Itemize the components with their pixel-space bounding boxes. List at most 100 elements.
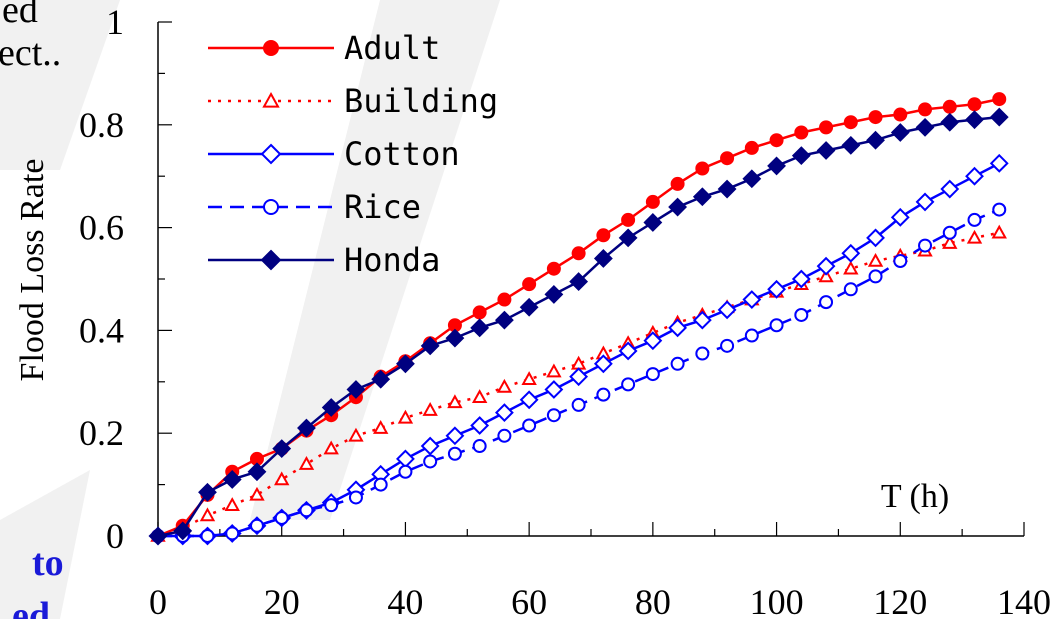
legend-label-adult: Adult <box>344 29 440 67</box>
data-point-cotton <box>866 228 885 248</box>
x-tick-label: 100 <box>750 582 804 619</box>
data-point-honda <box>396 354 415 374</box>
data-point-honda <box>321 398 341 417</box>
data-point-honda <box>692 187 712 207</box>
data-point-building <box>447 394 463 409</box>
legend-item-building: Building <box>208 82 498 120</box>
data-point-adult <box>967 97 982 112</box>
data-point-adult <box>918 102 933 117</box>
data-point-adult <box>497 292 512 307</box>
data-point-adult <box>720 151 735 166</box>
data-point-cotton <box>841 243 861 263</box>
data-point-building <box>843 260 859 275</box>
data-point-honda <box>915 117 935 137</box>
data-point-honda <box>816 141 836 160</box>
data-point-cotton <box>940 179 960 199</box>
data-point-rice <box>744 328 759 343</box>
y-tick-label: 0.8 <box>79 105 124 145</box>
x-tick-label: 20 <box>264 582 300 619</box>
data-point-cotton <box>965 166 984 186</box>
data-point-building <box>867 252 884 267</box>
y-tick-labels: 0 0.2 0.4 0.6 0.8 1 <box>79 2 124 556</box>
data-point-honda <box>890 123 910 142</box>
data-point-adult <box>843 115 858 130</box>
data-point-rice <box>893 254 908 269</box>
data-point-honda <box>470 318 490 338</box>
legend-item-adult: Adult <box>208 29 440 67</box>
x-tick-labels: 0 20 40 60 80 100 120 140 <box>149 582 1051 619</box>
data-point-rice <box>249 518 264 533</box>
x-axis-title: T (h) <box>881 478 949 515</box>
legend-marker-honda <box>260 249 282 271</box>
fragment-top-left-1: ed <box>2 0 38 31</box>
data-point-honda <box>791 146 811 166</box>
data-point-adult <box>744 140 759 155</box>
data-point-cotton <box>692 310 712 330</box>
series-honda <box>148 107 1009 546</box>
data-point-building <box>521 371 537 386</box>
y-tick-label: 0.2 <box>79 413 124 453</box>
data-point-adult <box>942 99 957 114</box>
data-point-cotton <box>915 192 935 212</box>
data-point-honda <box>198 482 217 502</box>
legend-label-building: Building <box>344 82 498 120</box>
legend: Adult Building Cotton Rice Honda <box>208 29 498 279</box>
data-point-rice <box>497 428 512 443</box>
data-point-cotton <box>494 403 514 423</box>
legend-marker-cotton <box>260 143 282 165</box>
legend-label-rice: Rice <box>344 188 421 226</box>
watermark <box>0 0 500 619</box>
data-point-adult <box>546 261 561 276</box>
data-point-rice <box>522 418 537 433</box>
data-point-rice <box>843 282 858 297</box>
data-point-honda <box>965 110 984 130</box>
data-point-adult <box>769 133 784 148</box>
fragment-top-left-2: ect.. <box>0 32 61 74</box>
data-point-building <box>249 486 265 501</box>
data-point-building <box>199 507 216 522</box>
data-point-rice <box>720 338 735 353</box>
data-point-rice <box>695 346 710 361</box>
data-point-adult <box>893 107 908 122</box>
data-point-rice <box>670 356 685 371</box>
data-point-rice <box>596 387 611 402</box>
data-point-cotton <box>890 207 910 227</box>
data-point-adult <box>472 305 487 320</box>
data-point-honda <box>717 179 737 199</box>
data-point-adult <box>992 92 1007 107</box>
data-point-adult <box>670 176 685 191</box>
legend-label-cotton: Cotton <box>344 135 460 173</box>
data-point-adult <box>695 161 710 176</box>
data-point-cotton <box>569 367 589 387</box>
data-point-honda <box>593 249 613 268</box>
data-point-rice <box>967 212 982 227</box>
data-point-honda <box>247 462 267 482</box>
data-point-rice <box>225 526 240 541</box>
data-point-cotton <box>643 331 663 351</box>
data-point-cotton <box>396 449 415 469</box>
data-point-rice <box>472 439 487 454</box>
data-point-rice <box>571 397 586 412</box>
axis-ticks <box>157 21 1025 537</box>
data-point-honda <box>940 112 960 132</box>
data-point-rice <box>794 307 809 322</box>
data-point-rice <box>621 377 636 392</box>
x-tick-label: 40 <box>387 582 423 619</box>
data-point-cotton <box>717 300 737 320</box>
data-point-building <box>966 229 983 244</box>
fragment-bottom-left-2: ed <box>12 595 50 619</box>
y-tick-label: 0.4 <box>79 310 124 350</box>
data-point-honda <box>841 135 861 155</box>
legend-marker-rice <box>263 199 279 215</box>
data-point-building <box>546 363 562 378</box>
data-point-rice <box>423 454 438 469</box>
data-point-honda <box>544 285 564 304</box>
data-point-building <box>496 378 513 393</box>
data-point-honda <box>371 369 391 389</box>
legend-label-honda: Honda <box>344 241 440 279</box>
data-point-rice <box>447 446 462 461</box>
data-point-cotton <box>989 153 1009 173</box>
data-point-cotton <box>519 390 539 410</box>
data-point-cotton <box>668 318 688 338</box>
data-point-building <box>224 497 240 511</box>
